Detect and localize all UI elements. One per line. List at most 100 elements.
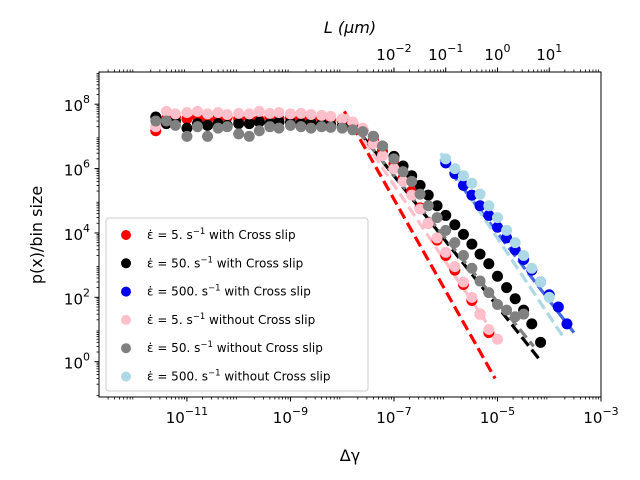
data-point [243,108,255,120]
x-tick-label: 10−11 [166,405,208,427]
data-point [406,175,418,187]
data-point [233,107,245,119]
legend-marker [121,314,131,325]
data-point [526,318,538,330]
data-point [466,238,478,250]
data-point [483,287,495,299]
data-point [501,304,513,316]
y-tick-label: 100 [64,351,90,373]
data-point [509,311,521,323]
data-point [466,262,478,274]
data-point [449,163,461,175]
plot-area [150,105,576,380]
data-point [457,249,469,261]
data-point [422,189,434,201]
left-axis: 100 102 104 106 108 [64,73,99,396]
x-tick-label: 10−5 [480,405,515,427]
data-point [491,270,503,282]
data-point [316,109,328,121]
data-point [243,118,255,130]
data-point [440,153,452,165]
data-point [284,119,296,131]
data-point [457,179,469,191]
data-point [422,200,434,212]
data-point [501,282,513,294]
data-point [181,130,193,142]
data-point [474,248,486,260]
data-point [202,119,214,131]
data-point [357,126,369,138]
top-tick-label: 10−2 [376,42,411,64]
legend-marker [121,371,131,382]
legend-marker [121,286,131,297]
data-point [347,116,359,128]
data-point [305,122,317,134]
data-point [501,232,513,244]
data-point [181,122,193,134]
data-point [449,219,461,231]
data-point [431,200,443,212]
data-point [491,221,503,233]
x-tick-label: 10−7 [376,405,411,427]
data-point [526,262,538,274]
data-point [233,118,245,130]
data-point [212,122,224,134]
top-axis-label: L (μm) [324,18,376,37]
data-point [561,318,573,330]
data-point [336,122,348,134]
data-point [388,153,400,165]
data-point [221,121,233,133]
data-point [295,107,307,119]
data-point [202,130,214,142]
data-point [336,113,348,125]
y-axis-label: p(x)/bin size [27,186,46,284]
top-axis: 10−2 10−1 100 101 [107,42,600,72]
data-point [483,209,495,221]
data-point [552,301,564,313]
data-point [466,177,478,189]
data-point [414,188,426,200]
data-point [264,121,276,133]
y-tick-label: 104 [64,222,90,244]
data-point [509,293,521,305]
data-point [347,124,359,136]
data-point [449,237,461,249]
data-point [181,107,193,119]
y-tick-label: 108 [64,93,90,115]
data-point [543,291,555,303]
data-point [221,108,233,120]
data-point [397,175,409,187]
legend-marker [121,343,131,354]
data-point [376,140,388,152]
data-point [474,275,486,287]
data-point [169,108,181,120]
data-point [264,107,276,119]
data-point [397,166,409,178]
x-tick-label: 10−3 [583,405,618,427]
x-axis-label: Δγ [340,446,360,465]
data-point [474,188,486,200]
legend-marker [121,258,131,269]
top-tick-label: 100 [484,42,510,64]
data-point [406,189,418,201]
data-point [376,150,388,162]
fit-line-0 [342,110,497,380]
data-point [325,121,337,133]
data-point [457,170,469,182]
data-point [192,105,204,117]
data-point [316,121,328,133]
data-point [273,107,285,119]
data-point [253,105,265,117]
data-point [273,122,285,134]
data-point [474,308,486,320]
data-point [483,324,495,336]
data-point [457,228,469,240]
data-point [233,128,245,140]
top-tick-label: 10−1 [428,42,463,64]
y-tick-label: 106 [64,158,90,180]
legend-label: ε̇ = 50. s−1 without Cross slip [147,340,323,355]
data-point [243,130,255,142]
data-point [449,261,461,273]
data-point [474,200,486,212]
data-point [431,232,443,244]
